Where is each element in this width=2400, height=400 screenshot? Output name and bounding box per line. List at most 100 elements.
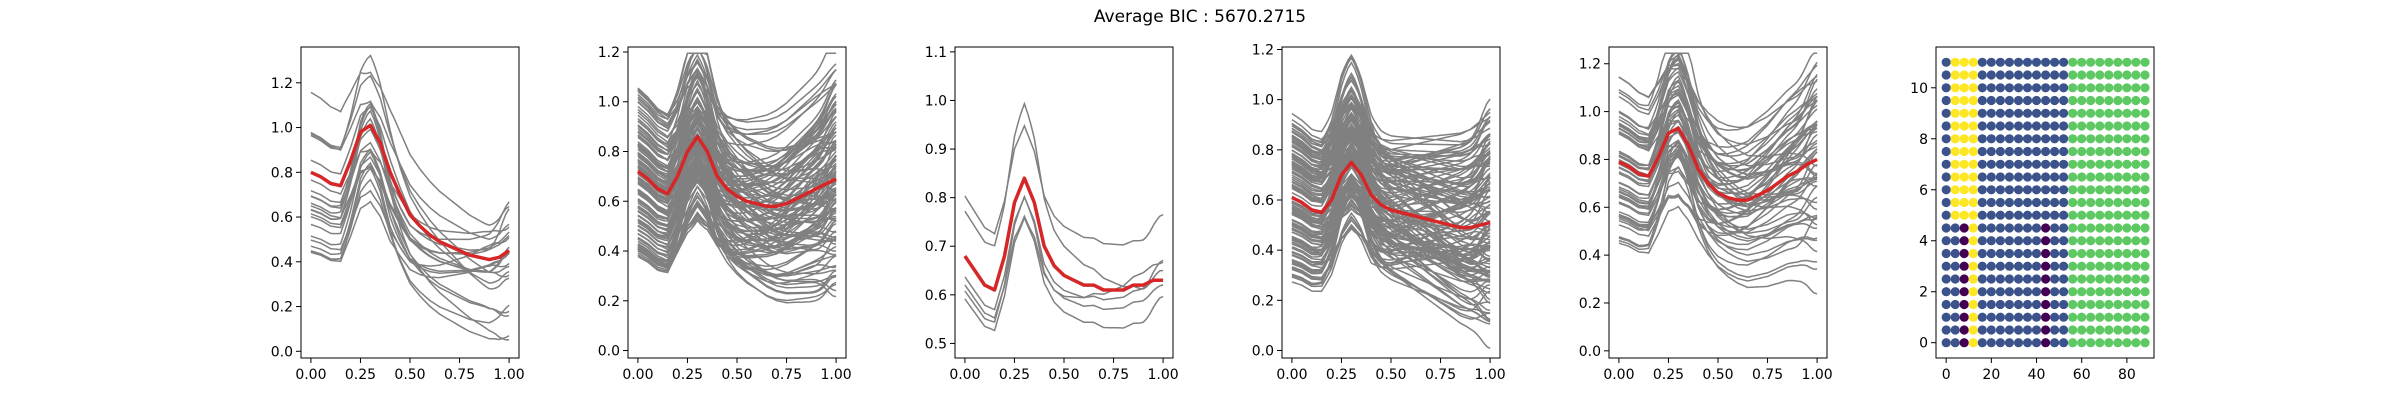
x-tick-label: 0.25 bbox=[1653, 367, 1684, 383]
cluster-point bbox=[2041, 108, 2051, 118]
cluster-point bbox=[1995, 197, 2005, 208]
cluster-point bbox=[2013, 185, 2024, 195]
cluster-point bbox=[2041, 121, 2051, 131]
cluster-point bbox=[2140, 95, 2150, 106]
cluster-point bbox=[2050, 146, 2060, 157]
cluster-point bbox=[2041, 338, 2051, 348]
cluster-point bbox=[1968, 108, 1978, 118]
cluster-point bbox=[2041, 197, 2051, 208]
sample-curve bbox=[1618, 165, 1818, 295]
sample-curve bbox=[310, 104, 510, 273]
x-tick-label: 0.50 bbox=[721, 367, 752, 383]
cluster-point bbox=[2113, 299, 2123, 310]
sample-curve bbox=[637, 70, 837, 172]
cluster-point bbox=[2004, 146, 2014, 157]
cluster-point bbox=[2095, 236, 2105, 246]
cluster-point bbox=[2004, 95, 2014, 106]
sample-curve bbox=[637, 165, 837, 271]
cluster-point bbox=[2068, 325, 2078, 335]
cluster-point bbox=[2041, 299, 2051, 310]
line-subplot-2: 0.00 0.25 0.50 0.75 1.00 0.0 0.2 0.4 0.6 0.8 1.0 1.… bbox=[598, 45, 852, 383]
cluster-point bbox=[2140, 248, 2150, 259]
cluster-map-subplot: 0 20 40 60 80 0 2 4 6 8 10 bbox=[1910, 46, 2155, 383]
cluster-point bbox=[2131, 248, 2141, 259]
cluster-point bbox=[1977, 223, 1987, 233]
cluster-point bbox=[2104, 95, 2114, 106]
cluster-point bbox=[2077, 57, 2087, 67]
cluster-point bbox=[1986, 108, 1996, 118]
cluster-point bbox=[1986, 312, 1996, 322]
sample-curve bbox=[1618, 100, 1818, 211]
cluster-point bbox=[2077, 146, 2087, 157]
cluster-point bbox=[1977, 121, 1987, 131]
cluster-point bbox=[2031, 338, 2042, 348]
cluster-point bbox=[2122, 172, 2132, 182]
cluster-point bbox=[2104, 236, 2114, 246]
cluster-point bbox=[2113, 223, 2123, 233]
cluster-point bbox=[1968, 185, 1978, 195]
cluster-point bbox=[2086, 159, 2096, 169]
cluster-point bbox=[2059, 299, 2069, 310]
x-tick-label: 60 bbox=[2073, 367, 2091, 383]
cluster-point bbox=[2086, 210, 2096, 220]
cluster-point bbox=[2140, 210, 2150, 220]
cluster-point bbox=[2104, 299, 2114, 310]
cluster-point bbox=[1995, 299, 2005, 310]
cluster-point bbox=[2113, 83, 2123, 93]
cluster-point bbox=[2131, 274, 2141, 284]
cluster-point bbox=[1941, 70, 1951, 80]
cluster-point bbox=[2095, 325, 2105, 335]
cluster-point bbox=[2031, 159, 2042, 169]
cluster-point bbox=[2004, 121, 2014, 131]
sample-curve bbox=[1291, 134, 1491, 225]
x-tick-label: 0.00 bbox=[622, 367, 653, 383]
cluster-point bbox=[2140, 83, 2150, 93]
cluster-point bbox=[2140, 325, 2150, 335]
cluster-point bbox=[2050, 134, 2060, 144]
line-subplot-5: 0.00 0.25 0.50 0.75 1.00 0.0 0.2 0.4 0.6 0.8 1.0 1.… bbox=[1579, 46, 1833, 383]
x-tick-label: 0.00 bbox=[1603, 367, 1634, 383]
cluster-point bbox=[1968, 197, 1978, 208]
cluster-point bbox=[2041, 159, 2051, 169]
y-tick-label: 1.0 bbox=[925, 93, 947, 109]
cluster-point bbox=[2068, 146, 2078, 157]
cluster-point bbox=[2022, 108, 2033, 118]
cluster-point bbox=[2131, 261, 2141, 271]
cluster-point bbox=[1959, 70, 1969, 80]
sample-curve bbox=[1291, 216, 1491, 281]
x-tick-label: 40 bbox=[2028, 367, 2046, 383]
sample-curve bbox=[637, 133, 837, 283]
sample-curve bbox=[1291, 191, 1491, 323]
cluster-point bbox=[2050, 159, 2060, 169]
cluster-point bbox=[1986, 70, 1996, 80]
cluster-point bbox=[1968, 134, 1978, 144]
cluster-point bbox=[2095, 312, 2105, 322]
cluster-point bbox=[2077, 299, 2087, 310]
sample-curve bbox=[1291, 108, 1491, 169]
cluster-point bbox=[2013, 248, 2024, 259]
cluster-point bbox=[1941, 159, 1951, 169]
cluster-point bbox=[2140, 70, 2150, 80]
cluster-point bbox=[2131, 159, 2141, 169]
cluster-point bbox=[2113, 338, 2123, 348]
x-tick-label: 0.50 bbox=[1702, 367, 1733, 383]
cluster-point bbox=[1986, 338, 1996, 348]
x-tick-label: 0.25 bbox=[345, 367, 376, 383]
cluster-point bbox=[2095, 274, 2105, 284]
sample-curve bbox=[1291, 190, 1491, 320]
sample-curve bbox=[964, 194, 1164, 324]
cluster-point bbox=[1977, 159, 1987, 169]
sample-curve bbox=[310, 161, 510, 267]
cluster-point bbox=[2104, 197, 2114, 208]
cluster-point bbox=[2050, 210, 2060, 220]
cluster-point bbox=[1995, 57, 2005, 67]
cluster-point bbox=[2022, 210, 2033, 220]
sample-curve bbox=[637, 139, 837, 256]
cluster-point bbox=[2059, 159, 2069, 169]
sample-curve bbox=[1618, 52, 1818, 146]
cluster-point bbox=[1977, 312, 1987, 322]
cluster-point bbox=[1977, 146, 1987, 157]
cluster-point bbox=[2004, 261, 2014, 271]
cluster-point bbox=[2041, 223, 2051, 233]
cluster-point bbox=[1959, 338, 1969, 348]
